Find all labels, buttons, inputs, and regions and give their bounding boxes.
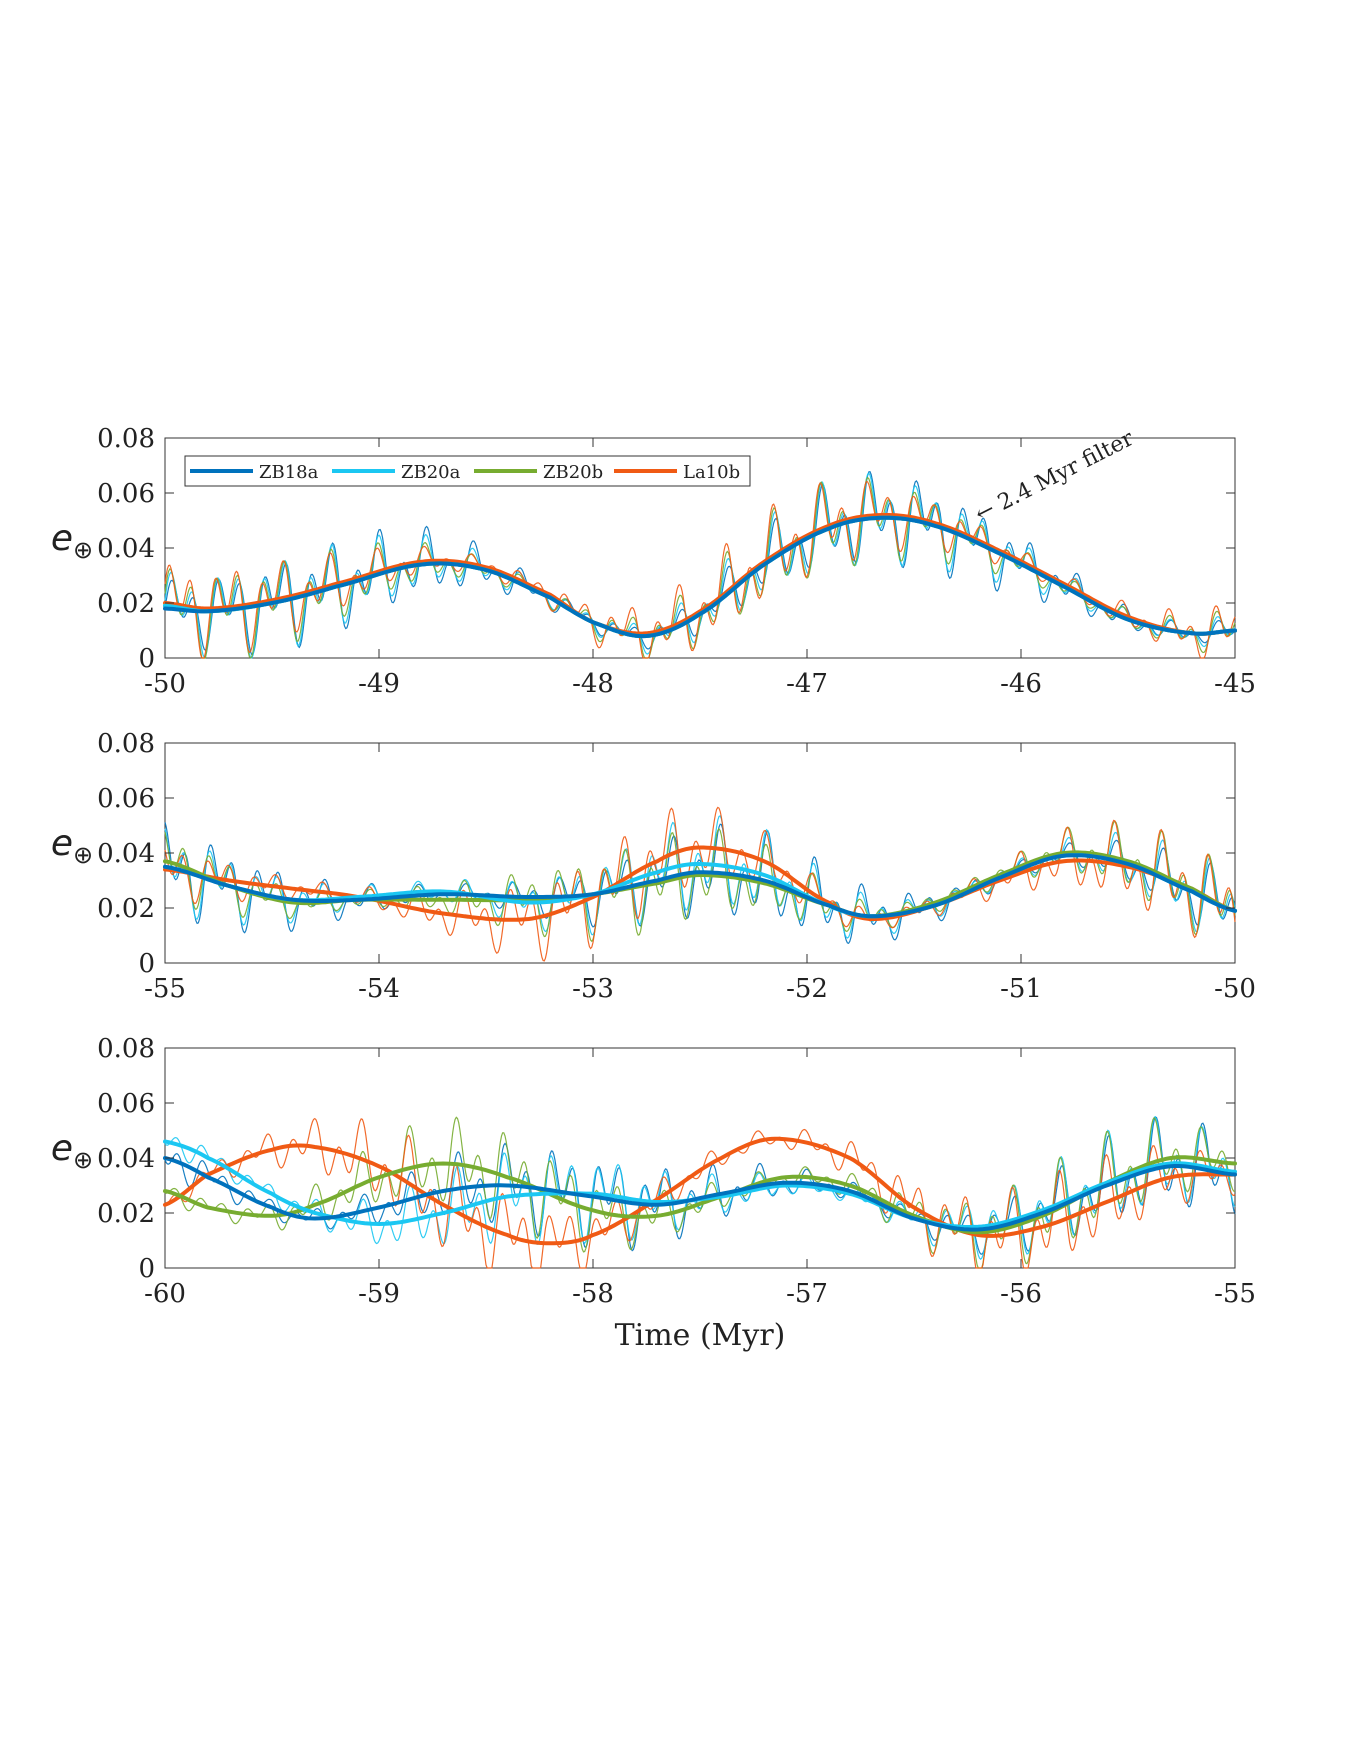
x-tick-label: -50 (1214, 974, 1256, 1004)
y-tick-label: 0.08 (97, 729, 155, 759)
filtered-series-group-bottom (163, 1136, 1237, 1246)
ylabel-middle: e⊕ (51, 823, 93, 869)
ylabel-bottom: e⊕ (51, 1128, 93, 1174)
y-tick-label: 0.02 (97, 589, 155, 619)
filtered-line-la10b (163, 845, 1237, 922)
x-tick-label: -52 (786, 974, 828, 1004)
x-tick-label: -55 (1214, 1279, 1256, 1309)
x-tick-label: -59 (358, 1279, 400, 1309)
filtered-line-la10b (163, 513, 1237, 636)
y-tick-label: 0.06 (97, 479, 155, 509)
x-tick-label: -57 (786, 1279, 828, 1309)
x-tick-label: -47 (786, 669, 828, 699)
axes-top: -50 -49 -48 -47 -46 -45 0 0.02 0.04 0.06 0.08 (97, 424, 1256, 699)
panel-bottom: -60 -59 -58 -57 -56 -55 0 0.02 0.04 0.06 0.08 e⊕ T… (51, 1034, 1256, 1353)
y-tick-label: 0.04 (97, 534, 155, 564)
y-tick-label: 0.08 (97, 424, 155, 454)
x-tick-label: -53 (572, 974, 614, 1004)
panel-middle: -55 -54 -53 -52 -51 -50 0 0.02 0.04 0.06 0.08 e⊕ (51, 729, 1256, 1004)
y-tick-label: 0.02 (97, 1199, 155, 1229)
filtered-line-zb18a (163, 853, 1237, 919)
xlabel-time: Time (Myr) (615, 1318, 786, 1353)
y-tick-label: 0 (138, 949, 155, 979)
y-tick-label: 0.06 (97, 784, 155, 814)
x-tick-label: -58 (572, 1279, 614, 1309)
legend-label-zb20b: ZB20b (543, 462, 603, 483)
y-tick-label: 0.02 (97, 894, 155, 924)
raw-line-la10b (164, 1117, 1236, 1269)
legend-label-zb18a: ZB18a (259, 462, 319, 483)
raw-line-zb18a (164, 822, 1236, 945)
y-tick-label: 0.06 (97, 1089, 155, 1119)
x-tick-label: -51 (1000, 974, 1042, 1004)
x-tick-label: -50 (144, 669, 186, 699)
x-tick-label: -55 (144, 974, 186, 1004)
x-tick-label: -60 (144, 1279, 186, 1309)
filtered-line-la10b (163, 1136, 1237, 1246)
filtered-line-zb18a (163, 1156, 1237, 1232)
y-tick-label: 0.08 (97, 1034, 155, 1064)
filtered-series-group-middle (163, 845, 1237, 922)
x-tick-label: -45 (1214, 669, 1256, 699)
filtered-series-group-top (163, 513, 1237, 639)
filtered-line-zb18a (163, 515, 1237, 639)
axes-bottom: -60 -59 -58 -57 -56 -55 0 0.02 0.04 0.06 0.08 (97, 1034, 1256, 1309)
y-tick-label: 0.04 (97, 1144, 155, 1174)
y-tick-label: 0.04 (97, 839, 155, 869)
legend-label-la10b: La10b (683, 462, 740, 483)
x-tick-label: -48 (572, 669, 614, 699)
y-tick-label: 0 (138, 1254, 155, 1284)
y-tick-label: 0 (138, 644, 155, 674)
x-tick-label: -56 (1000, 1279, 1042, 1309)
x-tick-label: -49 (358, 669, 400, 699)
x-tick-label: -54 (358, 974, 400, 1004)
x-tick-label: -46 (1000, 669, 1042, 699)
ylabel-top: e⊕ (51, 518, 93, 564)
axes-middle: -55 -54 -53 -52 -51 -50 0 0.02 0.04 0.06 0.08 (97, 729, 1256, 1004)
legend-label-zb20a: ZB20a (401, 462, 461, 483)
legend: ZB18a ZB20a ZB20b La10b (184, 455, 751, 487)
